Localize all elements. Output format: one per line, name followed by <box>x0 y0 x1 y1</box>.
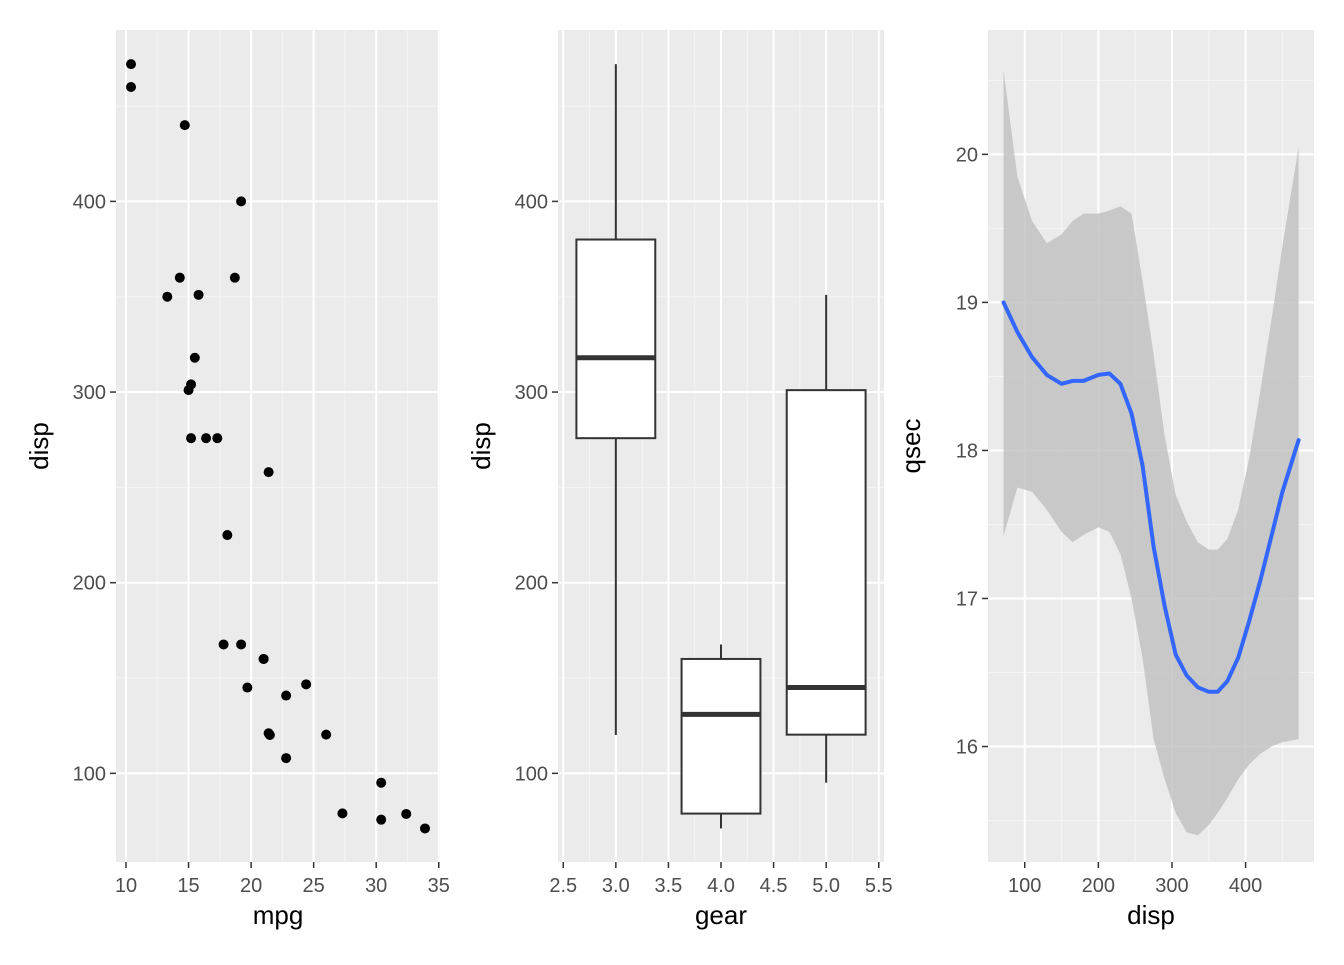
y-tick-label: 200 <box>515 573 548 595</box>
x-tick-label: 25 <box>303 875 325 897</box>
x-tick-label: 35 <box>428 875 450 897</box>
scatter-point <box>281 753 292 764</box>
scatter-point <box>281 690 292 701</box>
x-tick-label: 5.0 <box>812 875 840 897</box>
scatter-point <box>301 679 312 690</box>
box-iqr <box>785 389 867 736</box>
x-tick-label: 4.0 <box>707 875 735 897</box>
scatter-point <box>186 433 197 444</box>
scatter-point <box>242 682 253 693</box>
x-tick-label: 3.0 <box>602 875 630 897</box>
x-tick-label: 4.5 <box>760 875 788 897</box>
x-tick-label: 3.5 <box>655 875 683 897</box>
x-tick-label: 10 <box>115 875 137 897</box>
scatter-point <box>263 467 274 478</box>
scatter-point <box>193 289 204 300</box>
scatter-point <box>126 59 137 70</box>
y-axis-title: disp <box>24 422 54 470</box>
scatter-point <box>126 82 137 93</box>
x-tick-label: 20 <box>240 875 262 897</box>
scatter-point <box>174 272 185 283</box>
y-tick-label: 20 <box>956 144 978 166</box>
smooth-line <box>1001 300 1301 694</box>
scatter-point <box>179 120 190 131</box>
x-tick-label: 400 <box>1229 875 1262 897</box>
scatter-point <box>183 385 194 396</box>
scatter-point <box>337 808 348 819</box>
smooth-panel-disp-qsec: 100 200 300 400 16 17 18 19 20 disp qsec <box>896 30 1314 930</box>
y-tick-label: 400 <box>73 191 106 213</box>
x-tick-label: 30 <box>365 875 387 897</box>
scatter-point <box>218 639 229 650</box>
y-tick-label: 100 <box>73 763 106 785</box>
scatter-point <box>258 653 269 664</box>
scatter-point <box>162 291 173 302</box>
scatter-point <box>401 808 412 819</box>
confidence-ribbon <box>1003 70 1299 836</box>
scatter-point <box>201 433 212 444</box>
box-iqr <box>680 657 762 815</box>
panel-background <box>116 30 440 862</box>
y-tick-label: 17 <box>956 588 978 610</box>
y-tick-label: 100 <box>515 763 548 785</box>
y-tick-label: 19 <box>956 292 978 314</box>
scatter-point <box>212 433 223 444</box>
y-tick-label: 400 <box>515 191 548 213</box>
scatter-point <box>263 728 274 739</box>
scatter-point <box>419 823 430 834</box>
x-tick-label: 5.5 <box>865 875 893 897</box>
x-tick-label: 100 <box>1008 875 1041 897</box>
scatter-point <box>189 352 200 363</box>
x-tick-label: 15 <box>177 875 199 897</box>
scatter-point <box>376 814 387 825</box>
scatter-point <box>236 196 247 207</box>
y-axis-title: disp <box>466 422 496 470</box>
y-tick-label: 300 <box>73 382 106 404</box>
box-iqr <box>575 238 657 440</box>
x-axis-title: mpg <box>253 900 304 930</box>
scatter-point <box>229 272 240 283</box>
scatter-point <box>376 777 387 788</box>
y-axis-title: qsec <box>896 419 926 474</box>
y-tick-label: 200 <box>73 573 106 595</box>
x-axis-title: gear <box>695 900 747 930</box>
boxplot-panel-gear-disp: 2.5 3.0 3.5 4.0 4.5 5.0 5.5 100 200 300 400 gear dis… <box>466 30 893 930</box>
x-tick-label: 300 <box>1155 875 1188 897</box>
y-tick-label: 300 <box>515 382 548 404</box>
y-tick-label: 16 <box>956 737 978 759</box>
x-tick-label: 2.5 <box>549 875 577 897</box>
y-tick-label: 18 <box>956 440 978 462</box>
scatter-panel-mpg-disp: 10 15 20 25 30 35 100 200 300 400 mpg disp <box>24 30 450 930</box>
scatter-point <box>236 639 247 650</box>
scatter-point <box>222 530 233 541</box>
x-axis-title: disp <box>1127 900 1175 930</box>
scatter-point <box>321 729 332 740</box>
x-tick-label: 200 <box>1082 875 1115 897</box>
